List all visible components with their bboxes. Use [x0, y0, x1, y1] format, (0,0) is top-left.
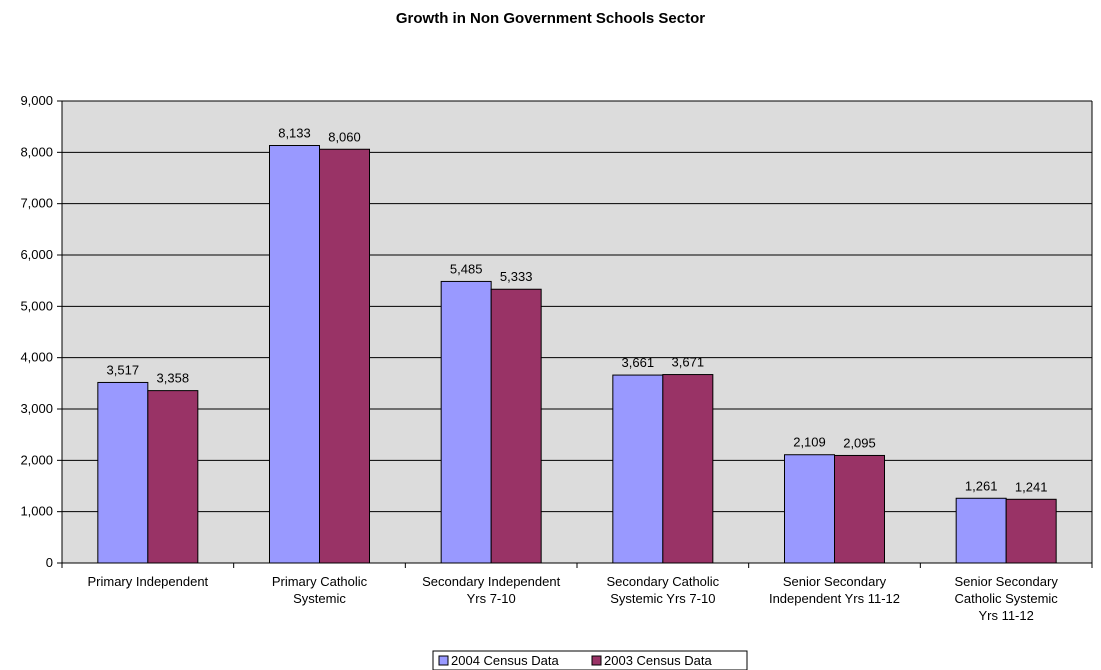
category-label: Catholic Systemic [955, 591, 1059, 606]
y-tick-label: 5,000 [20, 298, 53, 313]
y-tick-label: 6,000 [20, 247, 53, 262]
data-label: 5,485 [450, 261, 483, 276]
category-label: Systemic Yrs 7-10 [610, 591, 715, 606]
legend [432, 650, 748, 670]
y-tick-label: 9,000 [20, 93, 53, 108]
legend-swatch [438, 655, 449, 666]
category-label: Primary Independent [87, 574, 208, 589]
category-label: Independent Yrs 11-12 [769, 591, 900, 606]
legend-label: 2003 Census Data [604, 653, 712, 668]
data-label: 1,261 [965, 478, 998, 493]
bar [955, 497, 1007, 564]
data-label: 3,358 [157, 371, 190, 386]
y-tick-label: 7,000 [20, 196, 53, 211]
y-tick-label: 1,000 [20, 504, 53, 519]
data-label: 1,241 [1015, 479, 1048, 494]
bar [834, 454, 885, 564]
category-label: Secondary Independent [422, 574, 560, 589]
bar [662, 374, 714, 564]
category-label: Senior Secondary [954, 574, 1058, 589]
category-label: Yrs 11-12 [978, 608, 1033, 623]
bar [269, 145, 320, 564]
legend-label: 2004 Census Data [451, 653, 559, 668]
y-tick-label: 4,000 [20, 350, 53, 365]
category-label: Secondary Catholic [606, 574, 719, 589]
category-label: Systemic [293, 591, 346, 606]
bar [147, 390, 199, 564]
category-label: Yrs 7-10 [467, 591, 516, 606]
data-label: 3,671 [672, 355, 705, 370]
data-label: 3,661 [622, 355, 655, 370]
data-label: 2,095 [843, 435, 876, 450]
chart-title: Growth in Non Government Schools Sector [395, 10, 706, 27]
data-label: 2,109 [793, 435, 826, 450]
plot-area [62, 101, 1092, 563]
bar [97, 381, 149, 564]
legend-swatch [591, 655, 602, 666]
bar [319, 148, 370, 564]
y-tick-label: 8,000 [20, 144, 53, 159]
bar [490, 288, 542, 564]
category-label: Primary Catholic [272, 574, 368, 589]
data-label: 3,517 [107, 362, 140, 377]
data-label: 5,333 [500, 269, 533, 284]
y-tick-label: 3,000 [20, 401, 53, 416]
data-label: 8,133 [278, 126, 311, 141]
bar [784, 454, 835, 564]
data-label: 8,060 [328, 129, 361, 144]
bar [612, 374, 664, 564]
bar [1005, 498, 1057, 564]
bar [440, 280, 492, 564]
y-tick-label: 2,000 [20, 452, 53, 467]
y-tick-label: 0 [46, 555, 53, 570]
category-label: Senior Secondary [783, 574, 887, 589]
